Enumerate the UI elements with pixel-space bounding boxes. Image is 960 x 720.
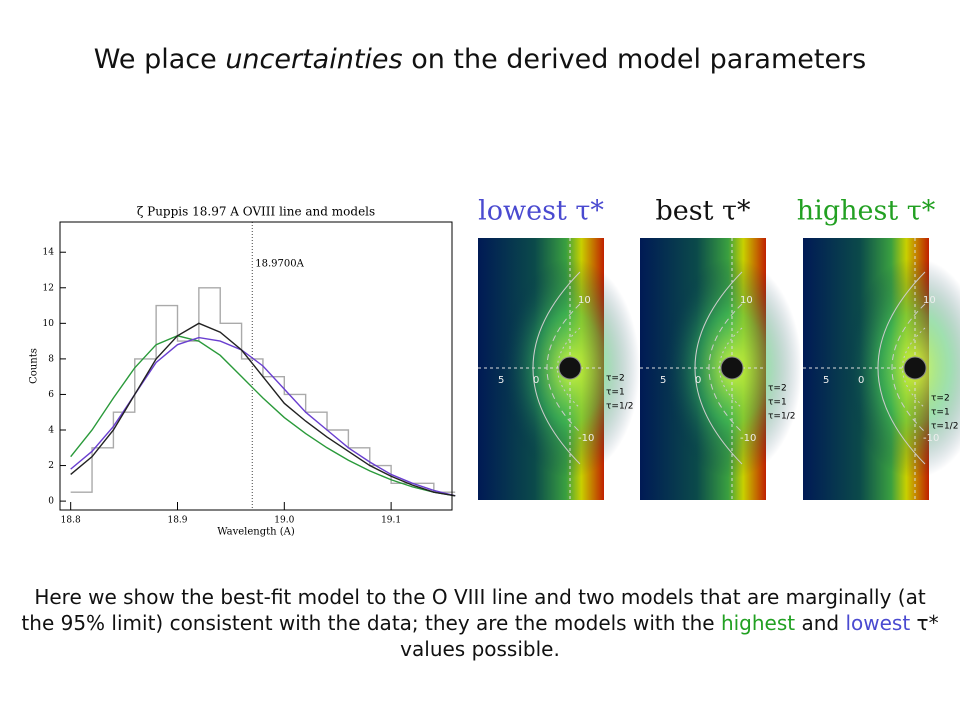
plot-frame: [59, 221, 453, 511]
caption-text: lowest: [845, 611, 911, 635]
series-line: [70, 322, 456, 497]
panel-tick: -10: [578, 433, 594, 444]
contour-label: τ=1: [931, 408, 950, 418]
panel-label: best τ*: [656, 196, 751, 227]
y-tick-label: 14: [43, 248, 55, 258]
contour-label: τ=1/2: [931, 422, 958, 432]
x-tick-label: 18.9: [167, 516, 187, 526]
panel-tick: 10: [923, 295, 936, 306]
x-tick-label: 19.0: [274, 516, 294, 526]
contour-label: τ=1/2: [606, 402, 633, 412]
contour: [719, 327, 743, 409]
annotation: 18.9700A: [255, 259, 304, 270]
contour: [557, 327, 581, 409]
y-tick-label: 8: [48, 354, 54, 364]
contour-label: τ=1: [606, 388, 625, 398]
contour: [902, 327, 926, 409]
x-tick-label: 19.1: [381, 516, 401, 526]
slide-title: We place uncertainties on the derived mo…: [80, 40, 880, 80]
caption-text: highest: [720, 611, 796, 635]
contour-label: τ=2: [931, 394, 950, 404]
contour: [877, 271, 926, 465]
contour-label: τ=1: [768, 398, 787, 408]
x-axis-label: Wavelength (A): [217, 527, 295, 538]
x-tick-label: 18.8: [61, 516, 81, 526]
contour: [708, 303, 743, 433]
caption-text: and: [795, 611, 846, 635]
caption: Here we show the best-fit model to the O…: [15, 584, 945, 662]
chart-title: ζ Puppis 18.97 A OVIII line and models: [137, 205, 375, 219]
title-text: We place: [93, 44, 226, 75]
y-tick-label: 0: [48, 497, 54, 507]
panel-tick: 0: [858, 375, 864, 386]
contour-label: τ=2: [768, 384, 787, 394]
title-italic: uncertainties: [225, 44, 403, 75]
title-text: on the derived model parameters: [402, 44, 867, 75]
figure: ζ Puppis 18.97 A OVIII line and models Wa…: [29, 196, 960, 538]
y-tick-label: 10: [43, 319, 55, 329]
contour-label: τ=2: [606, 374, 625, 384]
panel-tick: 5: [660, 375, 666, 386]
star: [903, 356, 927, 380]
star: [558, 356, 582, 380]
contour: [891, 303, 926, 433]
caption-text: Here we show the best-fit model to the O…: [21, 585, 926, 635]
y-axis-label: Counts: [29, 348, 40, 384]
panel-tick: 5: [498, 375, 504, 386]
panel-tick: 0: [695, 375, 701, 386]
series-line: [70, 287, 456, 493]
panel-tick: 0: [533, 375, 539, 386]
panel-label: lowest τ*: [478, 196, 604, 227]
panel-label: highest τ*: [797, 196, 936, 227]
contour: [546, 303, 581, 433]
panel-tick: -10: [740, 433, 756, 444]
panel-tick: -10: [923, 433, 939, 444]
panel-tick: 10: [740, 295, 753, 306]
contour: [532, 271, 581, 465]
series-line: [70, 335, 456, 497]
y-tick-label: 4: [48, 426, 54, 436]
contour-label: τ=1/2: [768, 412, 795, 422]
caption-text: τ* values possible.: [400, 611, 939, 661]
panel-tick: 5: [823, 375, 829, 386]
y-tick-label: 2: [48, 461, 54, 471]
y-tick-label: 6: [48, 390, 54, 400]
contour: [694, 271, 743, 465]
star: [720, 356, 744, 380]
y-tick-label: 12: [43, 283, 54, 293]
panel-glow: [845, 258, 960, 478]
panel-tick: 10: [578, 295, 591, 306]
